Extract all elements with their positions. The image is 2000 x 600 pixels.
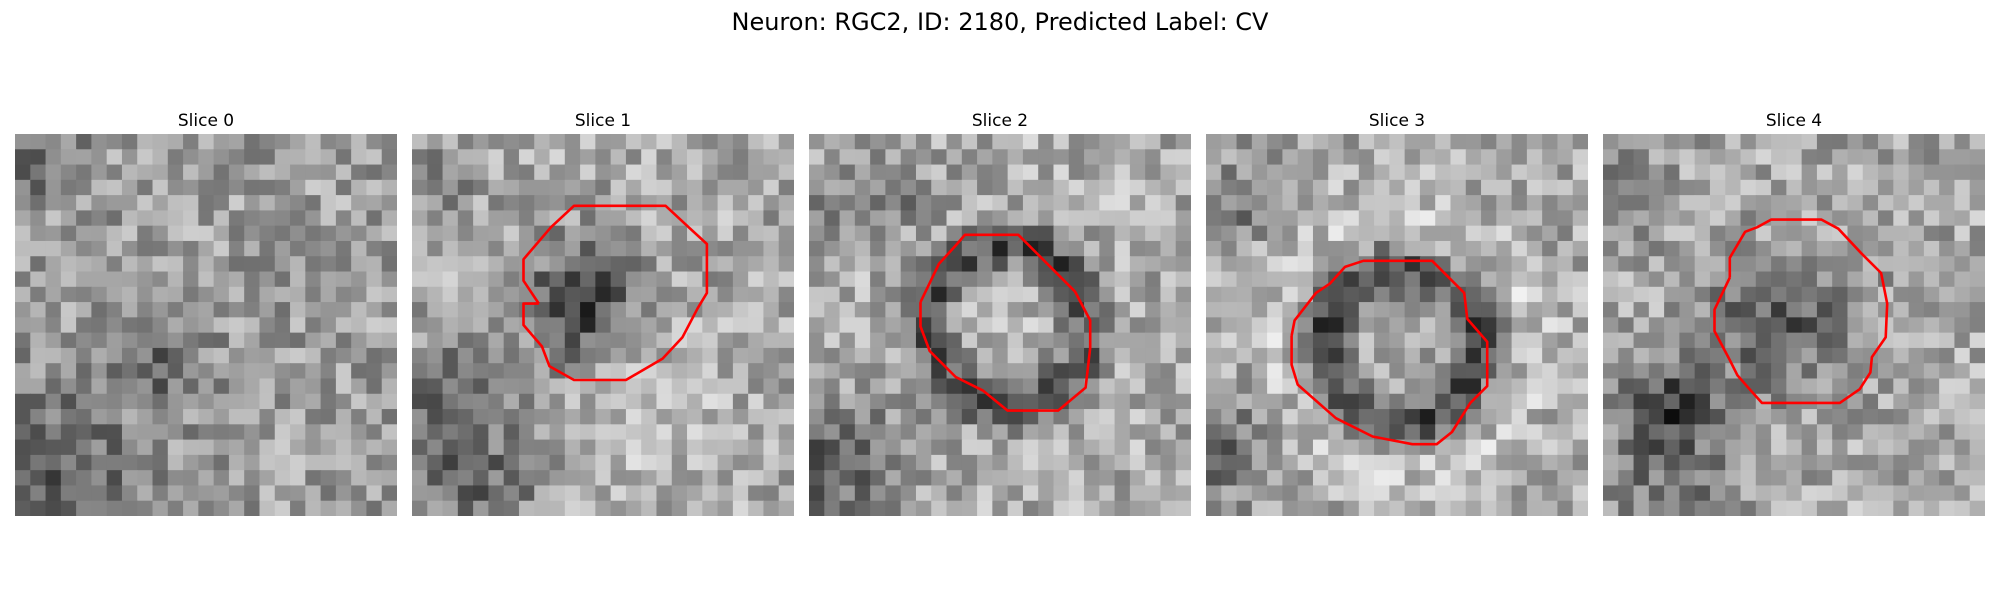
pixel-grid xyxy=(15,134,397,516)
slice-panel-3: Slice 3 xyxy=(1206,110,1588,516)
slice-image xyxy=(809,134,1191,516)
slice-image xyxy=(412,134,794,516)
segmentation-contour xyxy=(1713,218,1889,405)
pixel-grid xyxy=(412,134,794,516)
slice-title: Slice 2 xyxy=(971,111,1029,131)
slice-image xyxy=(1603,134,1985,516)
segmentation-contour xyxy=(522,204,709,382)
slice-title: Slice 4 xyxy=(1765,111,1823,131)
slice-title: Slice 3 xyxy=(1368,111,1426,131)
slice-image xyxy=(1206,134,1588,516)
segmentation-contour xyxy=(1290,259,1489,446)
slice-panel-1: Slice 1 xyxy=(412,110,794,516)
slice-title: Slice 0 xyxy=(177,111,235,131)
slice-panel-2: Slice 2 xyxy=(809,110,1191,516)
slice-image xyxy=(15,134,397,516)
segmentation-contour xyxy=(919,233,1092,412)
pixel-grid xyxy=(809,134,1191,516)
slice-title: Slice 1 xyxy=(574,111,632,131)
figure-title: Neuron: RGC2, ID: 2180, Predicted Label:… xyxy=(731,8,1269,36)
slice-panel-4: Slice 4 xyxy=(1603,110,1985,516)
pixel-grid xyxy=(1603,134,1985,516)
pixel-grid xyxy=(1206,134,1588,516)
slice-panel-0: Slice 0 xyxy=(15,110,397,516)
